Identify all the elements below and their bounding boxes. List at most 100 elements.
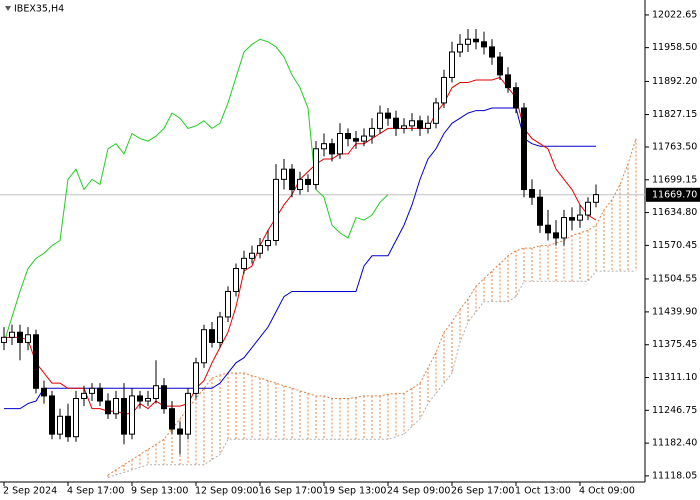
x-tick-label: 16 Sep 17:00 — [259, 486, 322, 497]
candle-body — [441, 76, 447, 104]
x-tick-label: 26 Sep 17:00 — [451, 486, 514, 497]
x-tick-label: 4 Oct 09:00 — [579, 486, 635, 497]
y-tick-label: 11892.20 — [652, 76, 697, 87]
candle-body — [129, 395, 135, 435]
symbol-icon — [5, 6, 11, 11]
candle-body — [153, 385, 159, 399]
candle-body — [121, 397, 127, 435]
y-tick-label: 11439.90 — [652, 306, 697, 317]
current-price-label: 11669.70 — [652, 189, 697, 200]
candle-body — [361, 135, 367, 142]
x-tick-label: 24 Sep 09:00 — [387, 486, 450, 497]
current-price-box — [646, 187, 700, 202]
y-tick-label: 11827.15 — [652, 109, 697, 120]
candle-body — [313, 148, 319, 185]
candle-body — [297, 178, 303, 191]
candle-body — [537, 196, 543, 226]
senkou-a-line — [107, 138, 637, 476]
candle-body — [281, 168, 287, 180]
y-tick-label: 11634.80 — [652, 207, 697, 218]
candle-body — [393, 117, 399, 129]
candle-body — [249, 252, 255, 259]
y-tick-label: 12022.65 — [652, 9, 697, 20]
y-tick-label: 11182.40 — [652, 438, 697, 449]
candle-body — [305, 178, 311, 185]
x-tick-label: 19 Sep 13:00 — [323, 486, 386, 497]
candle-body — [145, 397, 151, 402]
candle-body — [113, 397, 119, 415]
candle-body — [521, 107, 527, 191]
candle-body — [433, 102, 439, 124]
candle-body — [377, 112, 383, 129]
candle-body — [465, 38, 471, 45]
chart-title: IBEX35,H4 — [14, 4, 64, 15]
y-tick-label: 11246.75 — [652, 405, 697, 416]
candle-body — [593, 194, 599, 203]
candle-body — [41, 387, 47, 397]
candle-body — [217, 316, 223, 343]
candle-body — [369, 127, 375, 137]
senkou-b-line — [107, 270, 636, 478]
y-tick-label: 11699.15 — [652, 174, 697, 185]
candle-body — [337, 133, 343, 155]
candle-body — [457, 43, 463, 53]
candle-body — [345, 133, 351, 140]
candle-body — [513, 87, 519, 109]
candle-body — [233, 268, 239, 292]
candle-body — [385, 112, 391, 119]
chikou-line — [3, 38, 389, 343]
candle-body — [425, 122, 431, 129]
candle-body — [257, 245, 263, 254]
candle-body — [33, 334, 39, 389]
candle-body — [209, 329, 215, 343]
y-tick-label: 11375.45 — [652, 339, 697, 350]
candle-body — [497, 56, 503, 76]
candle-body — [569, 217, 575, 221]
candle-body — [545, 224, 551, 234]
candle-body — [449, 51, 455, 78]
y-tick-label: 11504.55 — [652, 273, 697, 284]
candle-body — [97, 387, 103, 402]
candle-body — [65, 415, 71, 438]
candle-body — [273, 178, 279, 242]
y-tick-label: 11763.50 — [652, 142, 697, 153]
candle-body — [473, 38, 479, 43]
candle-body — [89, 387, 95, 394]
candle-body — [329, 143, 335, 155]
candle-body — [321, 143, 327, 150]
candle-body — [289, 168, 295, 191]
candle-body — [401, 125, 407, 129]
candle-body — [553, 232, 559, 239]
candle-body — [193, 362, 199, 394]
x-tick-label: 9 Sep 13:00 — [131, 486, 188, 497]
y-tick-label: 11311.10 — [652, 372, 697, 383]
candle-body — [169, 408, 175, 430]
candle-body — [265, 240, 271, 247]
x-tick-label: 12 Sep 09:00 — [195, 486, 258, 497]
candle-body — [73, 397, 79, 438]
candle-body — [161, 385, 167, 410]
candle-body — [57, 415, 63, 435]
candle-body — [185, 392, 191, 435]
candle-body — [105, 400, 111, 415]
candle-body — [241, 257, 247, 270]
candle-body — [353, 138, 359, 142]
candle-body — [25, 334, 31, 343]
candle-body — [409, 120, 415, 127]
candle-body — [417, 120, 423, 129]
candle-body — [529, 189, 535, 198]
x-tick-label: 2 Sep 2024 — [3, 486, 57, 497]
candle-body — [505, 74, 511, 89]
candle-body — [561, 217, 567, 239]
y-tick-label: 11958.50 — [652, 42, 697, 53]
candle-body — [9, 331, 15, 338]
y-tick-label: 11570.45 — [652, 240, 697, 251]
x-tick-label: 4 Sep 17:00 — [67, 486, 124, 497]
candle-body — [81, 392, 87, 399]
candle-body — [1, 336, 7, 343]
candle-body — [201, 329, 207, 364]
y-tick-label: 11118.05 — [652, 470, 697, 481]
candle-body — [177, 428, 183, 435]
